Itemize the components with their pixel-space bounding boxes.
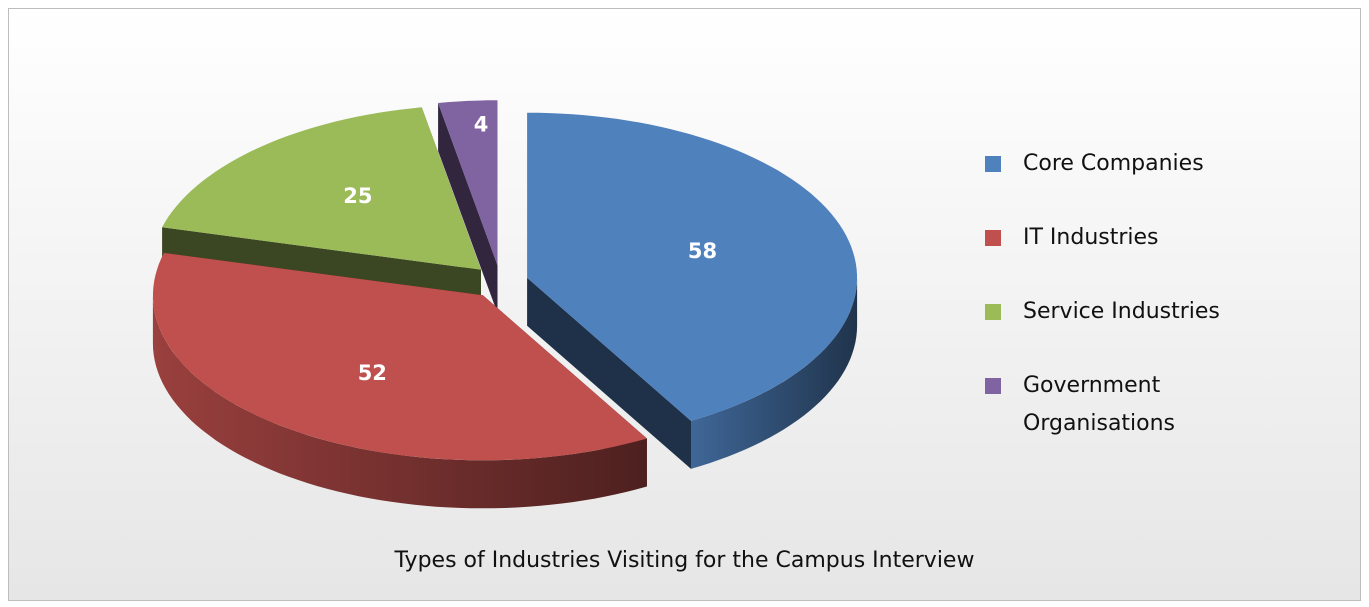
slice-top: [438, 100, 498, 266]
slice-top: [162, 107, 481, 270]
slice: [152, 252, 647, 509]
legend-swatch: [985, 156, 1001, 172]
legend-swatch: [985, 230, 1001, 246]
legend-item: IT Industries: [985, 219, 1265, 257]
legend-label: Government Organisations: [1023, 373, 1176, 436]
legend-label: Core Companies: [1023, 151, 1204, 176]
slice-wall: [152, 295, 647, 509]
data-label: 58: [688, 239, 717, 263]
slice-side: [438, 103, 498, 314]
slice-side: [527, 277, 691, 469]
slice: [527, 112, 858, 469]
chart-title: Types of Industries Visiting for the Cam…: [394, 548, 975, 573]
legend: Core Companies IT Industries Service Indus…: [985, 145, 1265, 479]
legend-swatch: [985, 304, 1001, 320]
legend-swatch: [985, 378, 1001, 394]
legend-item: Government Organisations: [985, 367, 1265, 443]
legend-item: Service Industries: [985, 293, 1265, 331]
data-label: 25: [343, 184, 372, 208]
slice-top: [527, 112, 857, 421]
data-label: 4: [474, 113, 489, 137]
slice-wall: [691, 277, 858, 469]
data-label: 52: [358, 361, 387, 385]
slice: [438, 100, 498, 314]
legend-label: IT Industries: [1023, 225, 1159, 250]
legend-label: Service Industries: [1023, 299, 1220, 324]
slice-top: [153, 252, 647, 461]
legend-item: Core Companies: [985, 145, 1265, 183]
